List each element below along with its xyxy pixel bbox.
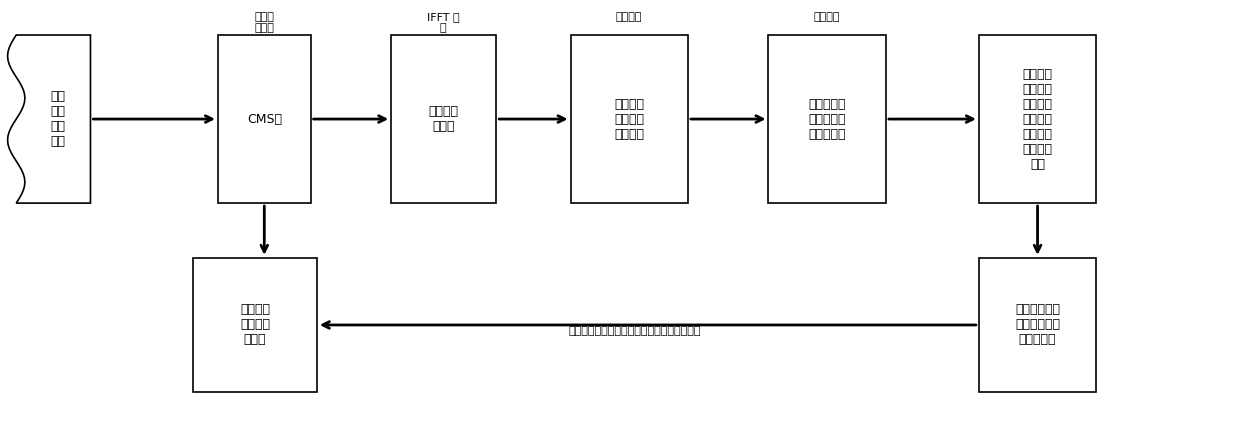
Text: IFFT 变
换: IFFT 变 换 bbox=[427, 12, 459, 33]
Polygon shape bbox=[7, 35, 91, 203]
Text: 计算任意
两段信号
的互相关: 计算任意 两段信号 的互相关 bbox=[614, 98, 645, 140]
FancyBboxPatch shape bbox=[978, 35, 1096, 203]
FancyBboxPatch shape bbox=[978, 258, 1096, 392]
Text: 循环相
干计算: 循环相 干计算 bbox=[254, 12, 274, 33]
Text: 信号分段: 信号分段 bbox=[615, 12, 642, 22]
Text: 获取轴频
和谐波线
谱频率: 获取轴频 和谐波线 谱频率 bbox=[241, 303, 270, 346]
FancyBboxPatch shape bbox=[769, 35, 887, 203]
Text: 设置显著
性水平及
阈值，计
算接受域
内的双相
干谱的切
片谱: 设置显著 性水平及 阈值，计 算接受域 内的双相 干谱的切 片谱 bbox=[1023, 68, 1053, 170]
FancyBboxPatch shape bbox=[570, 35, 688, 203]
Text: 计算每段互
相关信号的
双谱再合并: 计算每段互 相关信号的 双谱再合并 bbox=[808, 98, 846, 140]
Text: 低信
噪比
接收
信号: 低信 噪比 接收 信号 bbox=[51, 90, 66, 148]
Text: 获取相位耦合
的轴频和谐波
线谱的频率: 获取相位耦合 的轴频和谐波 线谱的频率 bbox=[1016, 303, 1060, 346]
FancyBboxPatch shape bbox=[391, 35, 496, 203]
Text: 全相位信
号滤波: 全相位信 号滤波 bbox=[429, 105, 459, 133]
Text: 双谱分析: 双谱分析 bbox=[813, 12, 839, 22]
FancyBboxPatch shape bbox=[218, 35, 311, 203]
Text: 验证轴频和谐波线谱的频移误差是否得到校正: 验证轴频和谐波线谱的频移误差是否得到校正 bbox=[569, 326, 701, 336]
Text: CMS谱: CMS谱 bbox=[247, 113, 281, 126]
FancyBboxPatch shape bbox=[193, 258, 317, 392]
